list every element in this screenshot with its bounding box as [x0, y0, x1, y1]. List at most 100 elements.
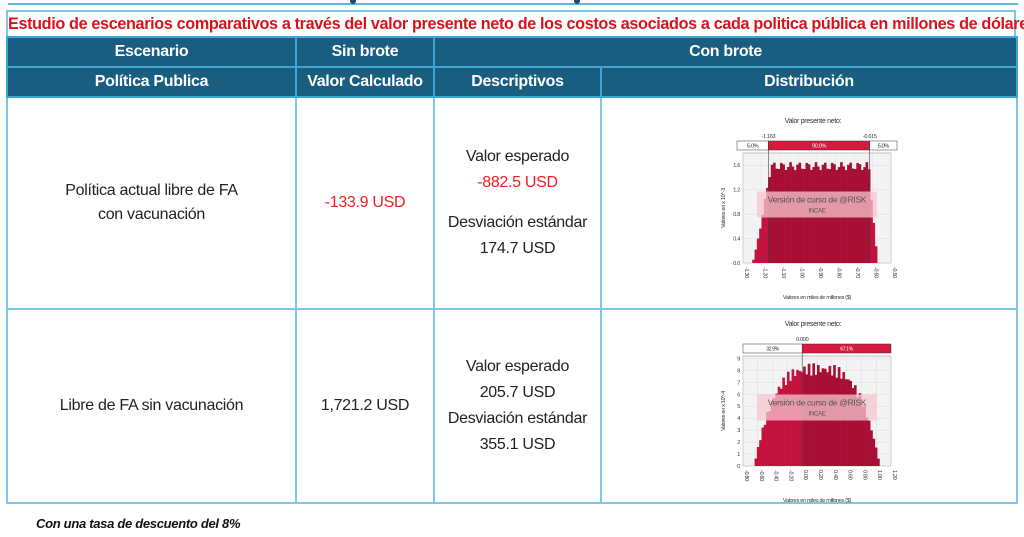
- marker-label-left: -1.163: [761, 134, 775, 140]
- histogram-bar: [840, 378, 843, 466]
- y-tick-label: 0.0: [733, 261, 740, 267]
- histogram-bar: [775, 393, 778, 466]
- x-tick-label: 0.00: [802, 470, 808, 480]
- y-tick-label: 7: [737, 380, 740, 386]
- x-tick-label: -1.10: [780, 267, 786, 278]
- x-tick-label: 1.00: [876, 470, 882, 480]
- x-tick-label: 0.40: [832, 470, 838, 480]
- header-descriptivos: Descriptivos: [433, 66, 602, 98]
- valor-esperado-label: Valor esperado: [465, 358, 570, 375]
- watermark-text: Versión de curso de @RISK: [768, 398, 867, 408]
- histogram-bar: [793, 376, 797, 466]
- x-tick-label: -0.60: [873, 267, 879, 278]
- distribucion-cell: Valor presente neto: -1.30 -1.20 -1.10 -1.00…: [599, 96, 1019, 310]
- valor-esperado-value: -882.5 USD: [477, 174, 558, 191]
- table-row: Política actual libre de FA con vacunaci…: [6, 96, 1019, 310]
- x-tick-label: -0.90: [817, 267, 823, 278]
- histogram-bar: [756, 238, 760, 263]
- chart-title: Valor presente neto:: [785, 118, 842, 125]
- y-tick-label: 1.2: [733, 188, 740, 194]
- header-con-brote: Con brote: [432, 36, 1019, 68]
- y-tick-label: 5: [737, 404, 740, 410]
- watermark-box: [757, 394, 877, 421]
- histogram-bar: [847, 379, 850, 466]
- histogram-bar: [766, 412, 769, 466]
- histogram-bar: [851, 388, 855, 466]
- histogram-bar: [872, 222, 876, 263]
- x-tick-label: -0.60: [758, 470, 764, 481]
- y-tick-label: 6: [737, 392, 740, 398]
- band-label-right: 67.1%: [840, 347, 854, 353]
- y-tick-label: 3: [737, 428, 740, 434]
- histogram-bar: [877, 458, 880, 466]
- header-escenario: Escenario: [6, 36, 297, 68]
- histogram-bar: [830, 375, 834, 466]
- band-label-left: 5.0%: [747, 144, 759, 150]
- histogram-bar: [844, 379, 848, 466]
- histogram-bar: [854, 385, 857, 466]
- histogram-bar: [874, 246, 878, 263]
- table-title: Estudio de escenarios comparativos a tra…: [6, 10, 1024, 36]
- histogram-bar: [780, 388, 783, 466]
- y-tick-label: 0: [737, 464, 740, 470]
- descriptivos-cell: Valor esperado -882.5 USD Desviación est…: [433, 96, 602, 310]
- histogram-bar: [756, 447, 760, 466]
- desviacion-value: 355.1 USD: [479, 436, 556, 453]
- x-axis-label: Valores en miles de millones ($): [783, 295, 852, 301]
- histogram-bar: [810, 375, 813, 466]
- histogram-bar: [870, 430, 873, 466]
- histogram-bar: [849, 380, 852, 466]
- y-tick-label: 8: [737, 368, 740, 374]
- histogram-bar: [754, 458, 758, 466]
- header-distribucion: Distribución: [599, 66, 1019, 98]
- histogram-bar: [773, 398, 776, 466]
- table-row: Libre de FA sin vacunación 1,721.2 USD V…: [6, 308, 1019, 504]
- histogram-bar: [835, 377, 839, 466]
- top-border-line: [8, 3, 1018, 5]
- x-tick-label: -0.70: [854, 267, 860, 278]
- y-axis-label: Valores en x 10^-4: [721, 391, 727, 431]
- header-politica: Política Publica: [6, 66, 297, 98]
- header-row-2: Política Publica Valor Calculado Descrip…: [6, 66, 1019, 98]
- histogram-bar: [856, 397, 859, 466]
- y-tick-label: 0.4: [733, 237, 740, 243]
- histogram-bar: [770, 400, 774, 466]
- politica-cell: Política actual libre de FA con vacunaci…: [6, 96, 297, 310]
- header-row-1: Escenario Sin brote Con brote: [6, 36, 1019, 68]
- histogram-bar: [752, 259, 755, 263]
- watermark-subtext: INCAE: [809, 412, 826, 418]
- header-valor-calculado: Valor Calculado: [295, 66, 435, 98]
- x-tick-label: -1.20: [762, 267, 768, 278]
- watermark-box: [757, 191, 877, 218]
- x-tick-label: -0.20: [787, 470, 793, 481]
- politica-cell: Libre de FA sin vacunación: [6, 308, 297, 504]
- x-tick-label: 1.20: [891, 470, 897, 480]
- y-tick-label: 0.8: [733, 212, 740, 218]
- distribution-chart-2: Valor presente neto: -0.80 -0.60 -0.40 -0.20…: [721, 321, 897, 504]
- histogram-bar: [763, 424, 767, 466]
- histogram-bar: [784, 384, 788, 466]
- x-tick-label: -1.00: [799, 267, 805, 278]
- histogram-bar: [874, 447, 878, 466]
- marker-label-right: -0.615: [863, 134, 877, 140]
- marker-label-left: 0.000: [796, 337, 809, 343]
- x-axis-label: Valores en miles de millones ($): [783, 498, 852, 504]
- histogram-bar: [766, 187, 769, 263]
- valor-esperado-label: Valor esperado: [465, 148, 570, 165]
- histogram-bar: [763, 198, 767, 263]
- histogram-bar: [872, 438, 876, 466]
- header-sin-brote: Sin brote: [295, 36, 435, 68]
- descriptivos-cell: Valor esperado 205.7 USD Desviación está…: [433, 308, 602, 504]
- histogram-bar: [867, 420, 871, 466]
- y-axis-label: Valores en x 10^-3: [721, 188, 727, 228]
- footnote: Con una tasa de descuento del 8%: [36, 516, 241, 531]
- histogram-bar: [768, 410, 772, 466]
- distribucion-cell: Valor presente neto: -0.80 -0.60 -0.40 -0.20…: [599, 308, 1019, 504]
- valor-esperado-value: 205.7 USD: [479, 384, 556, 401]
- desviacion-value: 174.7 USD: [479, 240, 556, 257]
- watermark-text: Versión de curso de @RISK: [768, 195, 867, 205]
- x-tick-label: -0.50: [891, 267, 897, 278]
- histogram-bar: [761, 214, 765, 263]
- histogram-bar: [870, 199, 873, 263]
- histogram-bar: [754, 249, 758, 263]
